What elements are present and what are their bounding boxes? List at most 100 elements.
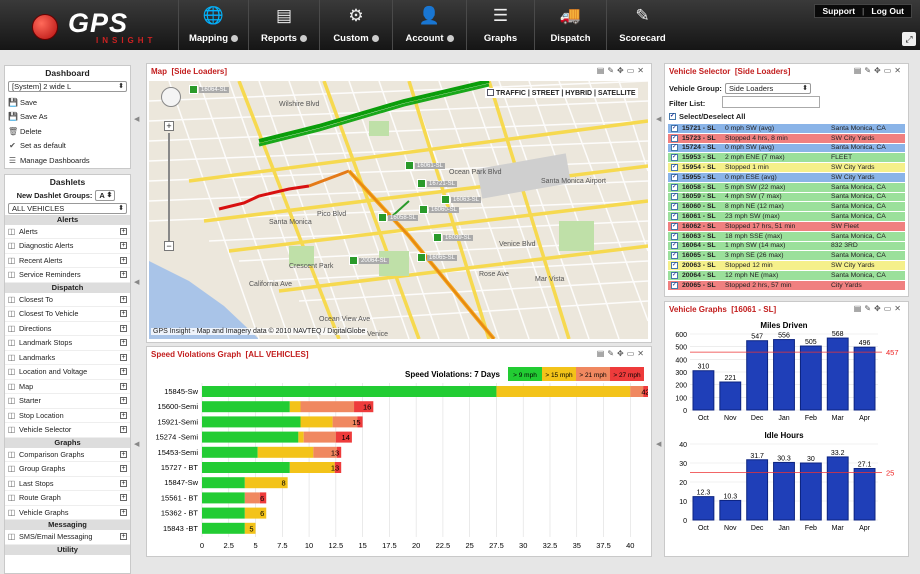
add-dashlet-icon[interactable]: +	[120, 533, 127, 540]
vehicle-checkbox[interactable]: ✓	[671, 281, 678, 289]
vehicle-marker[interactable]: 16721-SL	[417, 179, 458, 188]
dashlet-item[interactable]: ◫ Last Stops +	[5, 477, 130, 491]
vehicle-checkbox[interactable]: ✓	[671, 173, 678, 181]
vehicle-row[interactable]: ✓ 16060 - SL 8 mph NE (12 max) Santa Monica…	[668, 202, 905, 213]
vehicle-checkbox[interactable]: ✓	[671, 213, 678, 221]
vehicle-checkbox[interactable]: ✓	[671, 262, 678, 270]
dashboard-action-4[interactable]: ☰ Manage Dashboards	[5, 153, 130, 168]
vehicle-row[interactable]: ✓ 20064 - SL 12 mph NE (max) Santa Monica, …	[668, 270, 905, 281]
vehicle-id[interactable]: 20063 - SL	[682, 262, 716, 270]
dashlet-item[interactable]: ◫ Route Graph +	[5, 491, 130, 506]
vehicle-marker[interactable]: 20064-SL	[349, 256, 390, 265]
vehicle-row[interactable]: ✓ 16058 - SL 5 mph SW (22 max) Santa Monica…	[668, 182, 905, 193]
vehicle-checkbox[interactable]: ✓	[671, 164, 678, 172]
add-dashlet-icon[interactable]: +	[120, 465, 127, 472]
vehicle-id[interactable]: 20064 - SL	[682, 271, 716, 279]
add-dashlet-icon[interactable]: +	[120, 242, 127, 249]
dashboard-action-1[interactable]: 💾 Save As	[5, 110, 130, 125]
dashlet-item[interactable]: ◫ Landmark Stops +	[5, 336, 130, 351]
dashlet-item[interactable]: ◫ Closest To Vehicle +	[5, 307, 130, 322]
vehicle-marker[interactable]: 16063-SL	[441, 195, 482, 204]
vehicle-row[interactable]: ✓ 16059 - SL 4 mph SW (7 max) Santa Monica,…	[668, 192, 905, 203]
dashlet-item[interactable]: ◫ SMS/Email Messaging +	[5, 530, 130, 545]
collapse-arrow-icon[interactable]: ◀	[656, 116, 662, 123]
nav-mapping[interactable]: 🌐 Mapping	[178, 0, 248, 50]
dashlet-item[interactable]: ◫ Location and Voltage +	[5, 365, 130, 380]
dashlet-item[interactable]: ◫ Stop Location +	[5, 409, 130, 423]
add-dashlet-icon[interactable]: +	[120, 494, 127, 501]
vehicle-marker[interactable]: 16039-SL	[433, 233, 474, 242]
vehicle-checkbox[interactable]: ✓	[671, 222, 678, 230]
vehicle-checkbox[interactable]: ✓	[671, 124, 678, 132]
gps-insight-logo[interactable]: GPS INSIGHT	[4, 2, 176, 48]
vehicle-marker[interactable]: 16064-SL	[189, 85, 230, 94]
zoom-out-icon[interactable]: −	[164, 241, 174, 251]
dashboard-action-2[interactable]: 🗑 Delete	[5, 124, 130, 139]
collapse-arrow-icon[interactable]: ◀	[134, 441, 140, 448]
nav-reports[interactable]: ▤ Reports	[248, 0, 319, 50]
vehicle-row[interactable]: ✓ 15724 - SL 0 mph SW (avg) Santa Monica, C…	[668, 143, 905, 154]
dashlet-item[interactable]: ◫ Vehicle Selector +	[5, 423, 130, 438]
vehicle-id[interactable]: 15723 - SL	[682, 134, 716, 142]
add-dashlet-icon[interactable]: +	[120, 382, 127, 390]
add-dashlet-icon[interactable]: +	[120, 227, 127, 235]
vehicle-checkbox[interactable]: ✓	[671, 271, 678, 279]
add-dashlet-icon[interactable]: +	[120, 324, 127, 332]
vehicle-checkbox[interactable]: ✓	[671, 252, 678, 260]
support-link[interactable]: Support	[822, 6, 856, 16]
vehicle-row[interactable]: ✓ 15723 - SL Stopped 4 hrs, 8 min SW City Y…	[668, 133, 905, 144]
vehicle-id[interactable]: 15955 - SL	[682, 173, 716, 181]
add-dashlet-icon[interactable]: +	[120, 397, 127, 404]
map-pan-control[interactable]	[161, 87, 181, 117]
dashlet-item[interactable]: ◫ Map +	[5, 380, 130, 394]
add-dashlet-icon[interactable]: +	[120, 508, 127, 516]
vehicle-checkbox[interactable]: ✓	[671, 203, 678, 211]
map-zoom-slider[interactable]: + −	[164, 121, 174, 251]
add-dashlet-icon[interactable]: +	[120, 411, 127, 419]
vehicle-id[interactable]: 16063 - SL	[682, 232, 716, 240]
vehicle-checkbox[interactable]: ✓	[671, 134, 678, 142]
dashlet-item[interactable]: ◫ Vehicle Graphs +	[5, 506, 130, 520]
vehicle-row[interactable]: ✓ 16063 - SL 18 mph SSE (max) Santa Monica,…	[668, 231, 905, 242]
vehicle-id[interactable]: 16065 - SL	[682, 252, 716, 260]
dashlet-controls[interactable]: ▤✎✥▭✕	[596, 66, 647, 75]
dashboard-action-0[interactable]: 💾 Save	[5, 95, 130, 110]
add-dashlet-icon[interactable]: +	[120, 295, 127, 303]
dashlet-item[interactable]: ◫ Starter +	[5, 394, 130, 409]
vehicle-row[interactable]: ✓ 16062 - SL Stopped 17 hrs, 51 min SW Flee…	[668, 221, 905, 232]
dashlet-item[interactable]: ◫ Comparison Graphs +	[5, 448, 130, 462]
vehicle-id[interactable]: 16062 - SL	[682, 222, 716, 230]
vehicle-row[interactable]: ✓ 16065 - SL 3 mph SE (26 max) Santa Monica…	[668, 251, 905, 262]
add-dashlet-icon[interactable]: +	[120, 310, 127, 317]
vehicle-id[interactable]: 16058 - SL	[682, 183, 716, 191]
dashlet-item[interactable]: ◫ Directions +	[5, 322, 130, 336]
nav-graphs[interactable]: ☰ Graphs	[466, 0, 534, 50]
add-dashlet-icon[interactable]: +	[120, 353, 127, 361]
nav-dispatch[interactable]: 🚚 Dispatch	[534, 0, 606, 50]
vehicle-checkbox[interactable]: ✓	[671, 154, 678, 162]
vehicle-marker[interactable]: 16060-SL	[419, 205, 460, 214]
nav-scorecard[interactable]: ✎ Scorecard	[606, 0, 678, 50]
dashboard-select[interactable]: [System] 2 wide L	[8, 81, 127, 92]
vehicle-row[interactable]: ✓ 15954 - SL Stopped 1 min SW City Yards	[668, 163, 905, 173]
vehicle-checkbox[interactable]: ✓	[671, 183, 678, 191]
vehicles-select[interactable]: ALL VEHICLES	[8, 202, 127, 214]
collapse-arrow-icon[interactable]: ◀	[656, 441, 662, 448]
filter-list-input[interactable]	[722, 96, 820, 108]
vehicle-id[interactable]: 15721 - SL	[682, 124, 716, 132]
logout-link[interactable]: Log Out	[871, 6, 904, 16]
nav-account[interactable]: 👤 Account	[392, 0, 466, 50]
add-dashlet-icon[interactable]: +	[120, 256, 127, 264]
map-layer-toggle[interactable]: TRAFFIC | STREET | HYBRID | SATELLITE	[485, 88, 638, 98]
collapse-arrow-icon[interactable]: ◀	[134, 116, 140, 123]
vehicle-id[interactable]: 20065 - SL	[682, 281, 716, 289]
vehicle-id[interactable]: 16061 - SL	[682, 213, 716, 221]
select-all-checkbox[interactable]: ✓	[669, 113, 676, 120]
collapse-arrow-icon[interactable]: ◀	[134, 279, 140, 286]
vehicle-id[interactable]: 15953 - SL	[682, 154, 716, 162]
dashlet-item[interactable]: ◫ Recent Alerts +	[5, 254, 130, 268]
vehicle-marker[interactable]: 16058-SL	[378, 213, 419, 222]
dashlet-item[interactable]: ◫ Landmarks +	[5, 351, 130, 365]
vehicle-marker[interactable]: 16061-SL	[405, 161, 446, 170]
vehicle-checkbox[interactable]: ✓	[671, 193, 678, 201]
